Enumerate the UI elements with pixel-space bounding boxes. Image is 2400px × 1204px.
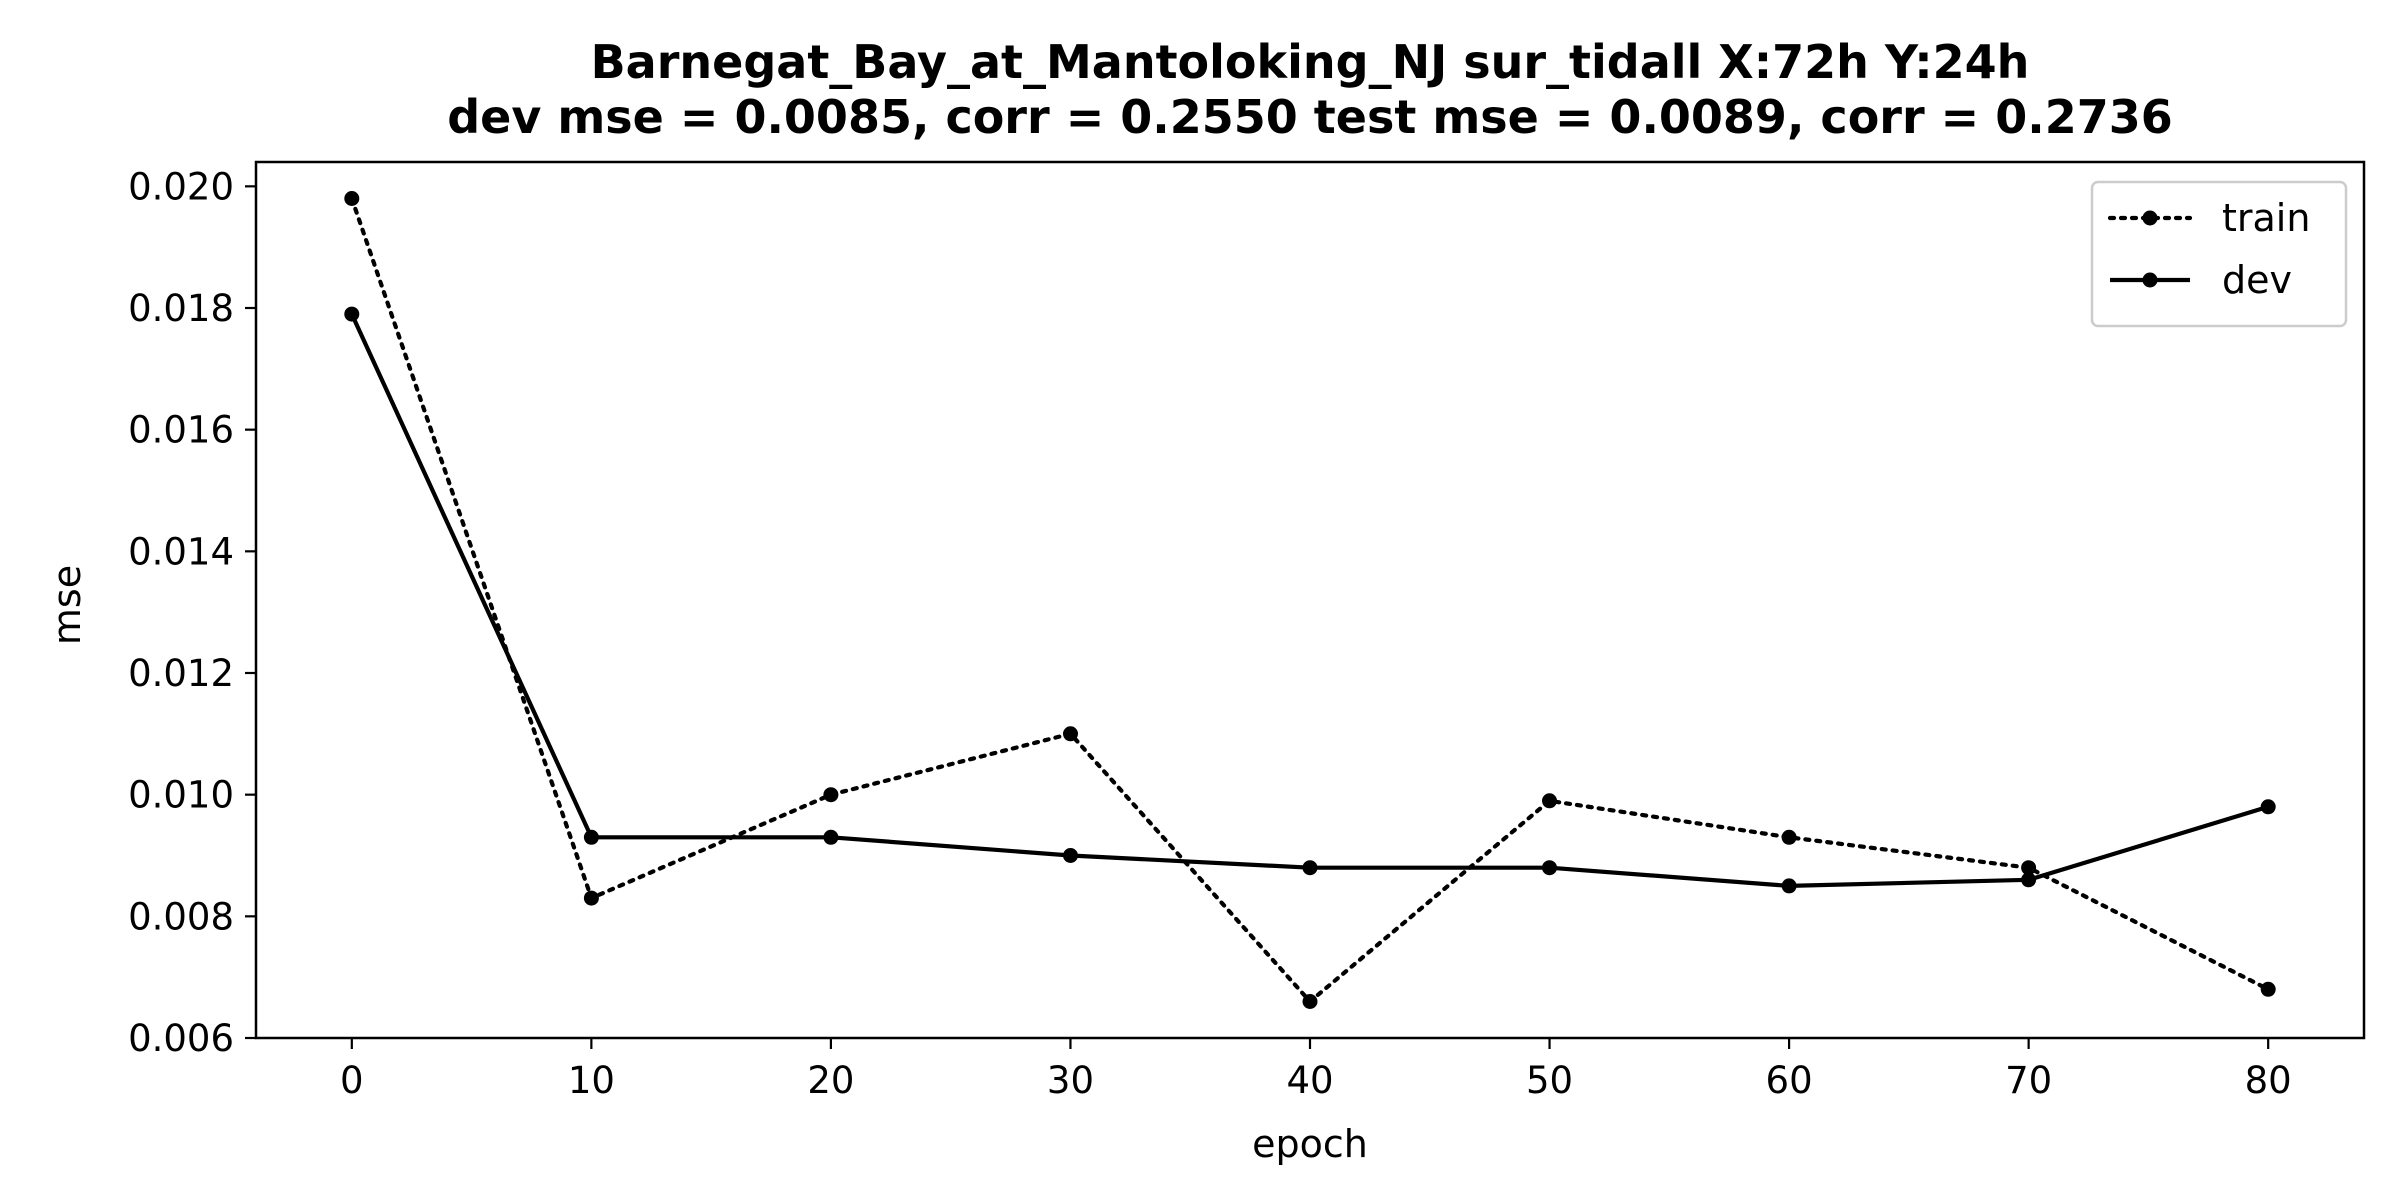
x-tick-label: 40 [1286,1059,1333,1102]
chart-title-line2: dev mse = 0.0085, corr = 0.2550 test mse… [447,90,2173,144]
series-layer [344,191,2276,1009]
y-tick-label: 0.006 [128,1017,234,1060]
plot-frame [254,160,2366,1040]
x-tick-label: 70 [2005,1059,2052,1102]
x-tick-label: 30 [1047,1059,1094,1102]
y-axis-label: mse [45,565,89,645]
y-tick-label: 0.020 [128,165,234,208]
x-tick-label: 10 [568,1059,615,1102]
chart-title-line1: Barnegat_Bay_at_Mantoloking_NJ sur_tidal… [591,35,2030,89]
y-tick-label: 0.014 [128,530,234,573]
series-line-dev [349,313,2269,889]
data-point-train-8 [2260,981,2276,997]
data-point-dev-2 [823,829,839,845]
data-point-dev-6 [1781,878,1797,894]
y-tick-label: 0.016 [128,409,234,452]
data-point-dev-0 [344,306,360,322]
data-point-train-6 [1781,829,1797,845]
x-axis-label: epoch [1252,1122,1368,1166]
x-tick-label: 0 [340,1059,364,1102]
legend-label-train: train [2222,196,2310,240]
data-point-train-5 [1542,793,1557,809]
data-point-train-2 [823,787,839,803]
legend-marker-train [2142,210,2158,226]
x-tick-label: 80 [2245,1059,2292,1102]
y-tick-label: 0.018 [128,287,234,330]
legend-marker-dev [2142,272,2158,288]
x-tick-label: 50 [1526,1059,1573,1102]
x-tick-label: 60 [1766,1059,1813,1102]
data-point-train-3 [1063,726,1078,742]
data-point-dev-5 [1542,860,1557,876]
data-point-train-7 [2021,860,2037,876]
data-point-dev-7 [2021,872,2037,888]
x-tick-label: 20 [807,1059,854,1102]
legend: train dev [2090,180,2348,328]
data-point-dev-3 [1063,848,1078,863]
data-point-train-0 [344,191,360,206]
legend-label-dev: dev [2222,258,2292,302]
data-point-dev-8 [2260,799,2276,815]
axes-layer: 0 10 20 30 40 50 60 70 80 0.006 0.008 0.010 0.012 0.0… [128,160,2366,1102]
data-point-train-4 [1302,994,1318,1009]
data-point-dev-1 [583,829,599,845]
data-point-train-1 [583,890,599,906]
y-tick-label: 0.008 [128,895,234,938]
data-point-dev-4 [1302,860,1318,876]
y-tick-label: 0.012 [128,652,234,695]
y-tick-label: 0.010 [128,774,234,817]
